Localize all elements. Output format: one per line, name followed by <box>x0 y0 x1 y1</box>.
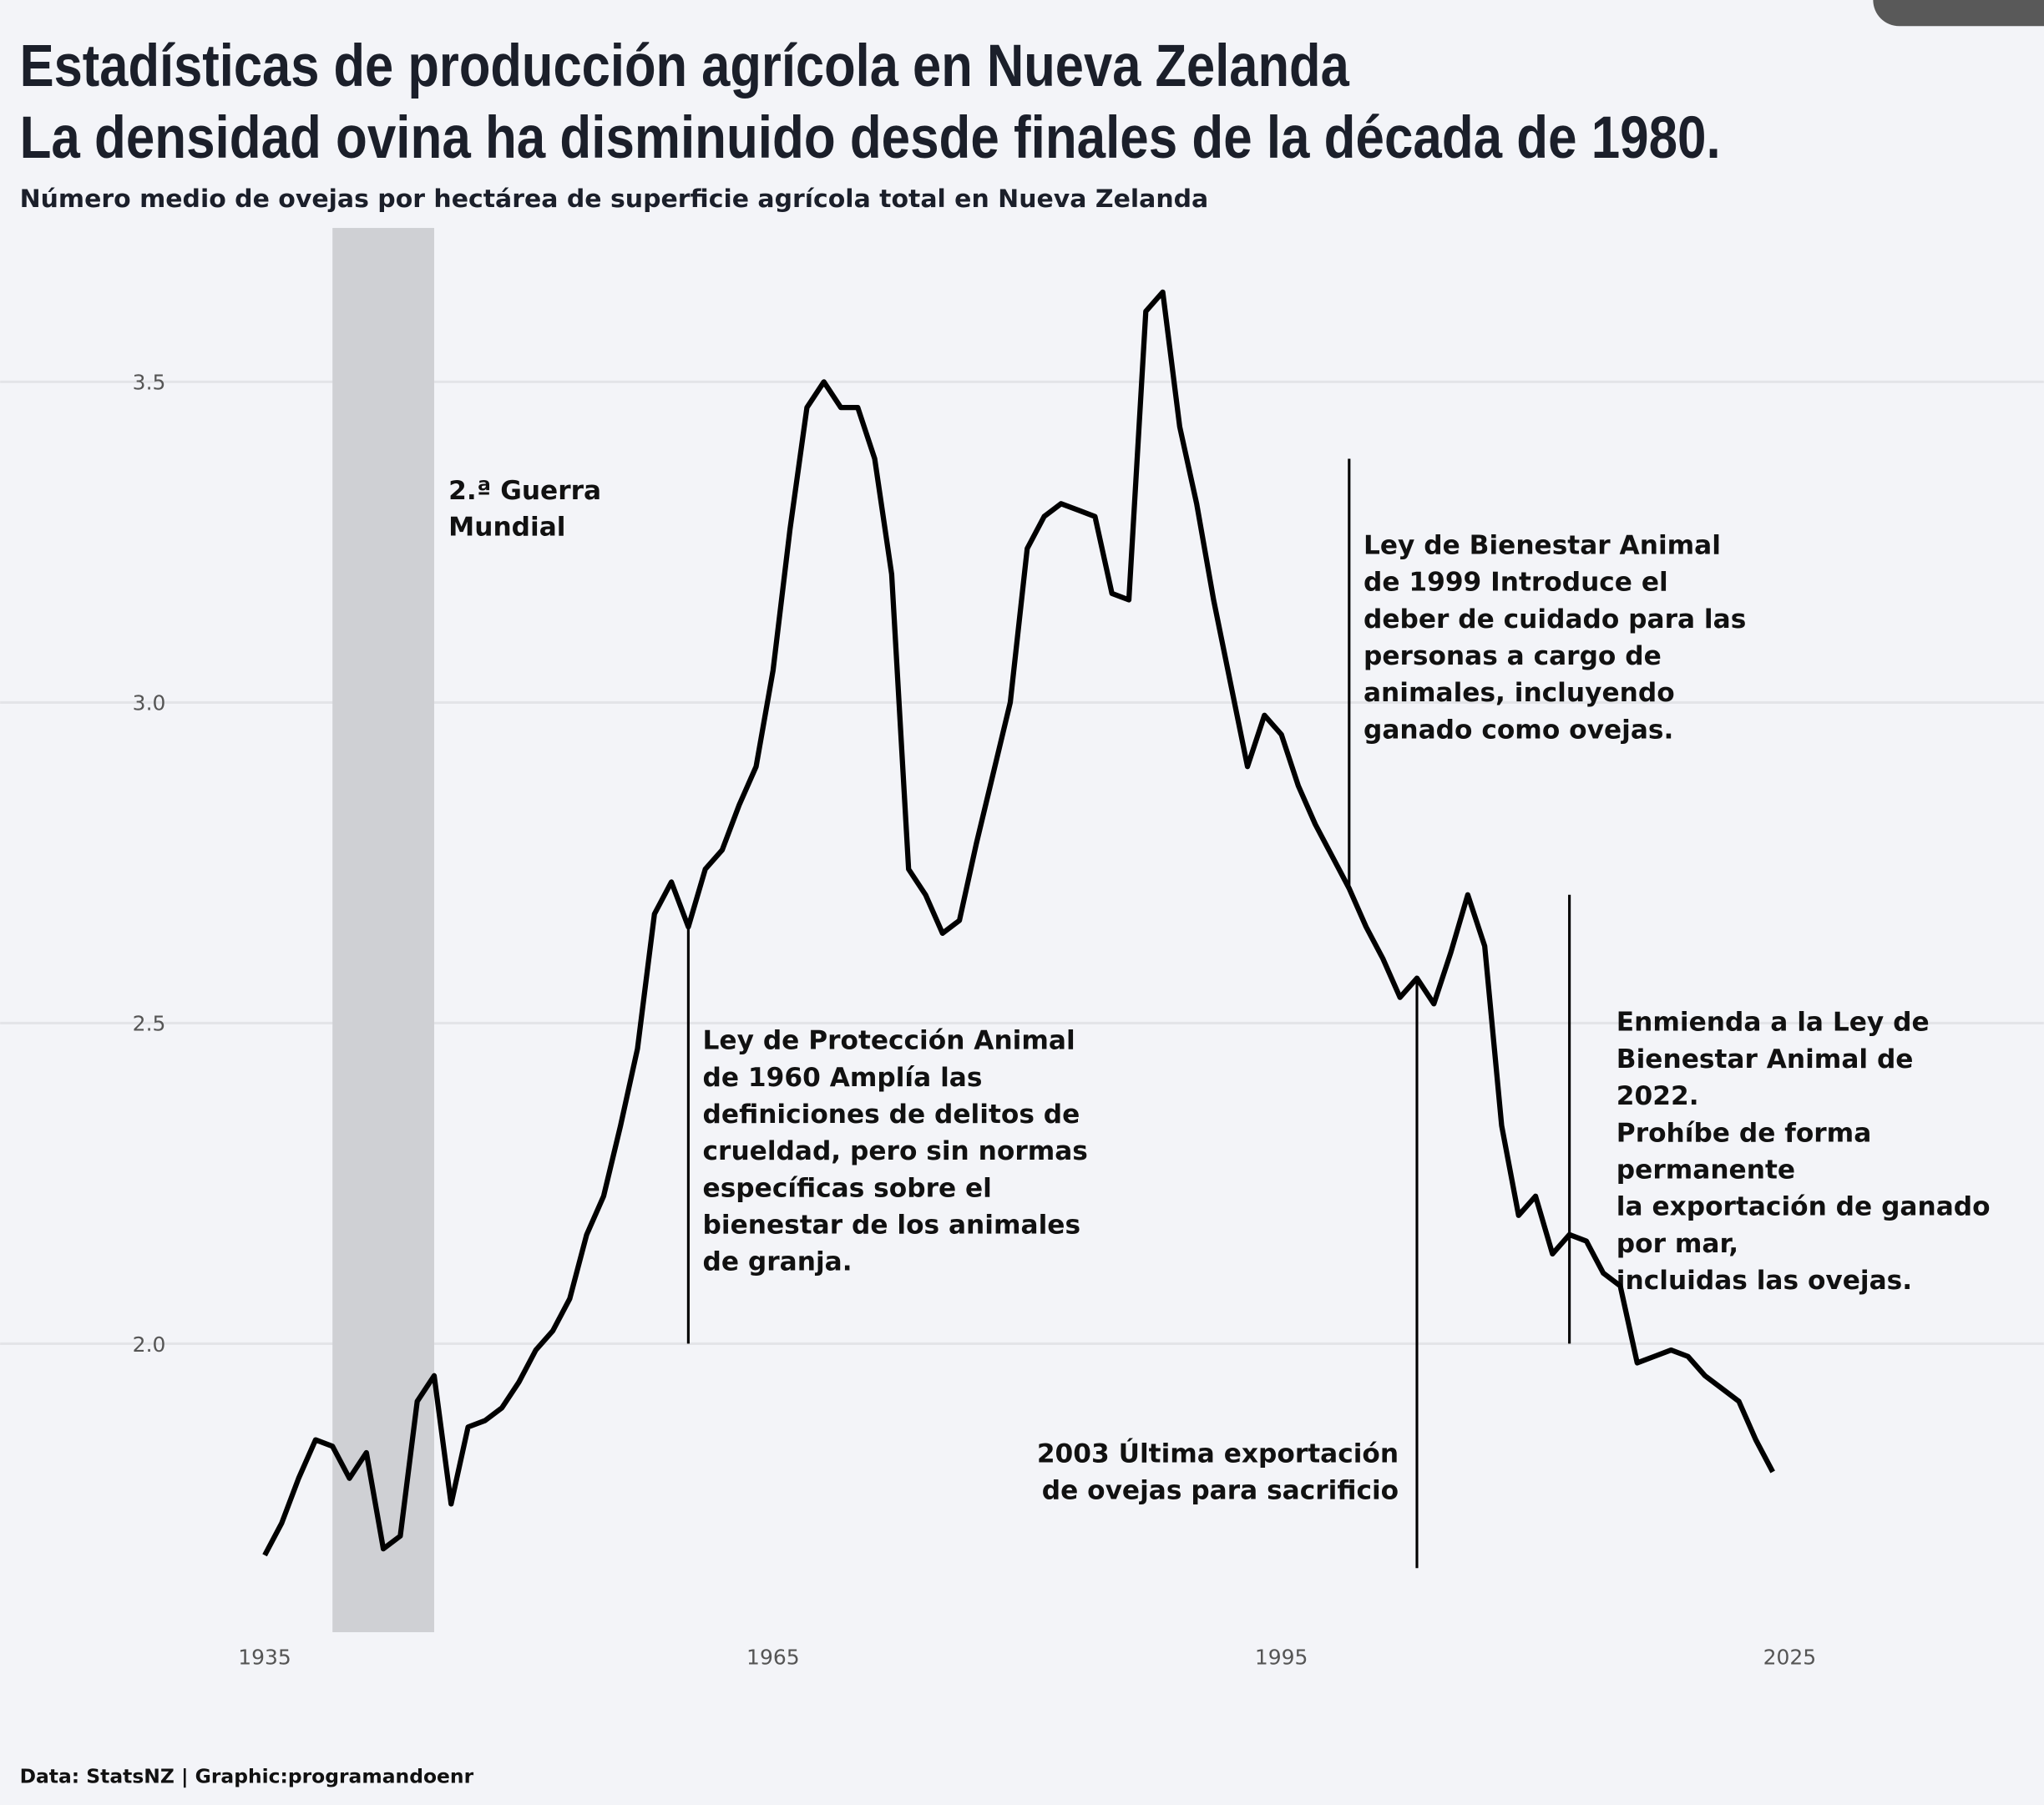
annotation-text: incluidas las ovejas. <box>1616 1266 1912 1296</box>
annotation-text: de 1999 Introduce el <box>1364 568 1668 598</box>
ww2-label: 2.ª Guerra <box>448 476 601 506</box>
chart-caption: Data: StatsNZ | Graphic:programandoenr <box>20 1764 474 1787</box>
annotation-text: de granja. <box>703 1247 853 1277</box>
annotation-text: Ley de Protección Animal <box>703 1026 1075 1056</box>
annotation-text: Bienestar Animal de <box>1616 1044 1914 1074</box>
chart-subtitle: Número medio de ovejas por hectárea de s… <box>20 184 1209 213</box>
annotation-text: Enmienda a la Ley de <box>1616 1008 1930 1038</box>
annotation-text: definiciones de delitos de <box>703 1100 1080 1130</box>
chart-title-line2: La densidad ovina ha disminuido desde fi… <box>20 104 1721 171</box>
annotation-text: animales, incluyendo <box>1364 678 1675 708</box>
annotation-text: deber de cuidado para las <box>1364 604 1746 635</box>
x-tick-label: 2025 <box>1763 1645 1817 1669</box>
annotation-text: específicas sobre el <box>703 1173 992 1203</box>
y-tick-label: 3.0 <box>133 691 166 715</box>
ww2-shaded-band <box>332 228 434 1633</box>
series <box>262 289 1775 1557</box>
annotation-text: Prohíbe de forma <box>1616 1118 1871 1148</box>
x-tick-label: 1995 <box>1255 1645 1308 1669</box>
annotation-text: personas a cargo de <box>1364 641 1662 671</box>
annotation-text: Ley de Bienestar Animal <box>1364 530 1721 560</box>
annotation-text: crueldad, pero sin normas <box>703 1136 1088 1166</box>
x-tick-label: 1935 <box>238 1645 291 1669</box>
annotation-text: ganado como ovejas. <box>1364 715 1673 745</box>
ticks: 2.0 2.5 3.0 3.5 1935 1965 1995 2025 <box>133 371 1817 1670</box>
y-tick-label: 2.5 <box>133 1012 166 1036</box>
annotation-text: por mar, <box>1616 1229 1738 1259</box>
notification-overlay <box>1873 0 2044 27</box>
annotation-text: de ovejas para sacrificio <box>1042 1476 1399 1506</box>
x-tick-label: 1965 <box>746 1645 800 1669</box>
sheep-density-line <box>262 289 1775 1557</box>
ww2-label: Mundial <box>448 513 565 543</box>
shaded-band-group: 2.ª Guerra Mundial <box>332 228 601 1633</box>
y-tick-label: 3.5 <box>133 371 166 395</box>
chart-title: Estadísticas de producción agrícola en N… <box>20 33 1350 99</box>
annotation-text: 2022. <box>1616 1081 1699 1111</box>
annotation-text: la exportación de ganado <box>1616 1192 1991 1222</box>
annotation-text: de 1960 Amplía las <box>703 1063 983 1093</box>
y-tick-label: 2.0 <box>133 1332 166 1357</box>
annotations: Ley de Protección Animal de 1960 Amplía l… <box>686 458 1991 1569</box>
annotation-text: bienestar de los animales <box>703 1210 1080 1240</box>
annotation-text: 2003 Última exportación <box>1037 1436 1399 1469</box>
annotation-text: permanente <box>1616 1155 1795 1185</box>
